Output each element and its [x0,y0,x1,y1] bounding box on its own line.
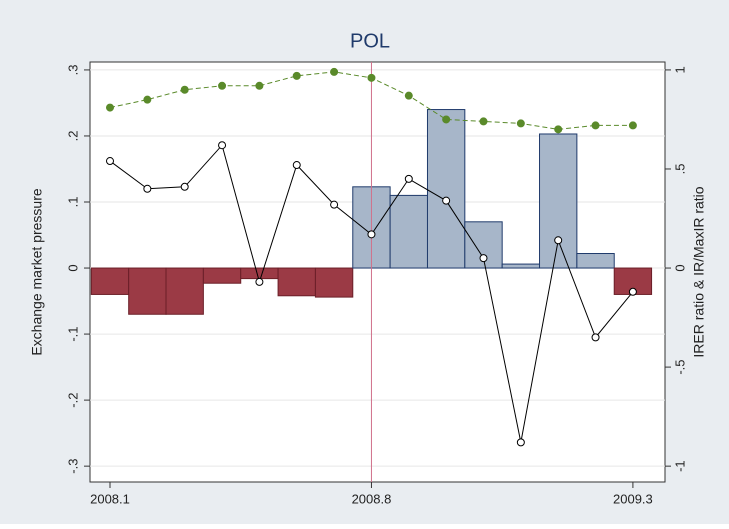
point [106,157,114,166]
bar [90,267,130,295]
point [367,230,376,239]
point [106,103,114,112]
point [218,81,227,90]
y-axis-label: Exchange market pressure [29,188,45,356]
y2-tick-label: 0 [672,264,687,271]
y2-tick-label: -.5 [672,360,687,375]
y-tick-label: 0 [65,264,80,271]
point [554,125,563,134]
x-tick-label: 2009.3 [613,491,653,506]
point [554,236,563,245]
point [255,81,264,90]
point [143,184,152,193]
point [516,119,525,128]
point [218,141,227,150]
bar [426,109,466,269]
point [591,333,600,342]
point [479,117,488,126]
point [628,287,637,296]
y2-tick-label: 1 [672,66,687,73]
bar [389,194,428,269]
y-tick-label: .3 [65,65,80,76]
point [479,254,488,263]
y-tick-label: -.2 [65,393,80,408]
y2-axis-label: IRER ratio & IR/MaxIR ratio [691,186,707,357]
point [367,73,376,82]
y-tick-label: .1 [65,197,80,208]
chart-title: POL [350,30,390,52]
bar [501,263,541,269]
point [180,85,189,94]
bar [165,267,204,315]
x-tick-label: 2008.8 [352,491,392,506]
y2-tick-label: .5 [672,164,687,175]
point [330,67,339,76]
point [292,71,301,80]
bar [128,267,167,315]
bar [202,267,242,284]
point [330,200,339,209]
bar [277,267,316,297]
point [404,91,413,100]
point [404,174,413,183]
x-tick-label: 2008.1 [90,491,130,506]
bar [539,133,578,269]
y2-tick-label: -1 [672,460,687,472]
point [180,182,189,191]
bar [314,267,354,298]
point [591,121,600,130]
point [628,121,637,130]
point [143,95,152,104]
y-tick-label: -.1 [65,326,80,341]
point [516,438,525,447]
point [442,115,451,124]
bar [576,253,615,269]
point [292,161,301,170]
point [255,277,264,286]
y-tick-label: -.3 [65,459,80,474]
y-tick-label: .2 [65,131,80,142]
bar [240,267,279,280]
point [442,196,451,205]
